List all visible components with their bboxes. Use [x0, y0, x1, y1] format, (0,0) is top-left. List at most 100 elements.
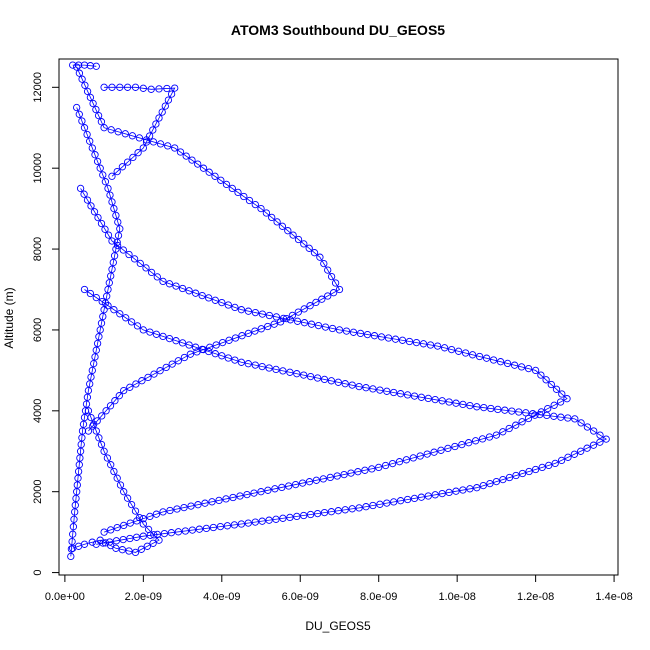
y-tick-label: 6000 — [32, 318, 44, 342]
data-point — [316, 253, 324, 261]
data-point — [173, 505, 181, 513]
data-point — [149, 539, 157, 547]
data-point — [104, 285, 112, 294]
data-point — [524, 364, 533, 373]
data-series — [76, 184, 571, 536]
data-point — [92, 62, 100, 70]
data-point — [73, 63, 81, 71]
data-point — [321, 323, 330, 331]
data-point — [188, 156, 196, 164]
data-point — [110, 306, 118, 314]
data-point — [186, 350, 195, 358]
data-point — [67, 552, 75, 561]
data-point — [542, 376, 550, 384]
data-point — [92, 105, 100, 114]
data-point — [347, 469, 355, 477]
data-point — [258, 310, 267, 318]
data-point — [438, 397, 446, 405]
data-point — [324, 266, 332, 274]
data-point — [75, 110, 83, 118]
data-point — [135, 513, 144, 522]
data-point — [126, 383, 134, 391]
data-point — [115, 392, 123, 400]
data-point — [158, 108, 166, 116]
data-point — [577, 447, 585, 455]
data-point — [512, 471, 520, 480]
data-point — [81, 81, 89, 89]
data-point — [288, 311, 297, 320]
data-point — [86, 380, 94, 388]
data-point — [354, 468, 362, 476]
data-point — [110, 467, 118, 476]
data-point — [131, 83, 140, 91]
data-point — [285, 482, 293, 490]
data-series — [69, 407, 163, 557]
data-point — [88, 366, 96, 375]
data-point — [383, 499, 391, 507]
series-line — [70, 107, 121, 557]
data-point — [341, 506, 349, 514]
data-point — [306, 510, 315, 519]
data-point — [264, 486, 272, 494]
data-point — [83, 130, 91, 139]
data-point — [265, 516, 273, 524]
data-point — [155, 114, 163, 122]
data-point — [97, 440, 106, 449]
data-point — [340, 470, 348, 479]
data-point — [133, 322, 142, 330]
data-point — [112, 211, 120, 220]
data-point — [110, 252, 119, 260]
data-point — [104, 184, 112, 193]
data-point — [80, 540, 89, 548]
data-point — [209, 523, 218, 532]
data-point — [403, 495, 412, 504]
data-point — [319, 475, 327, 483]
data-point — [76, 184, 85, 193]
series-line — [104, 86, 176, 177]
data-point — [461, 349, 470, 357]
series-line — [80, 188, 568, 533]
data-point — [97, 219, 106, 228]
data-point — [113, 238, 121, 246]
series-line — [72, 64, 97, 67]
data-point — [237, 358, 246, 366]
data-point — [312, 298, 320, 307]
data-point — [71, 501, 79, 509]
data-point — [327, 272, 336, 281]
data-point — [83, 196, 92, 204]
data-point — [152, 510, 161, 518]
data-point — [257, 488, 265, 496]
data-point — [107, 126, 115, 134]
data-point — [313, 374, 322, 382]
y-tick-label: 4000 — [32, 399, 44, 423]
data-point — [305, 478, 314, 486]
data-point — [87, 202, 95, 210]
x-axis: 0.0e+00 2.0e-09 4.0e-09 6.0e-09 8.0e-09 1.0e-… — [45, 574, 633, 603]
data-point — [188, 526, 197, 534]
data-point — [86, 289, 95, 298]
data-point — [146, 328, 154, 336]
data-point — [487, 404, 495, 413]
data-point — [139, 532, 147, 540]
data-point — [529, 410, 537, 418]
data-point — [454, 347, 463, 355]
data-point — [84, 407, 93, 415]
data-point — [152, 330, 161, 338]
data-point — [83, 87, 92, 96]
data-point — [229, 493, 237, 502]
data-point — [231, 334, 240, 342]
data-point — [142, 138, 151, 146]
y-axis: 0 2000 4000 6000 8000 10000 12000 — [32, 72, 60, 576]
data-point — [178, 284, 187, 293]
data-point — [291, 480, 300, 489]
data-point — [473, 403, 481, 411]
data-point — [279, 314, 288, 323]
data-point — [123, 83, 132, 91]
data-point — [294, 235, 303, 244]
data-point — [194, 501, 202, 509]
y-tick-label: 0 — [32, 570, 44, 576]
data-point — [328, 324, 337, 333]
data-point — [150, 531, 158, 539]
data-point — [294, 308, 302, 316]
data-point — [522, 409, 530, 417]
